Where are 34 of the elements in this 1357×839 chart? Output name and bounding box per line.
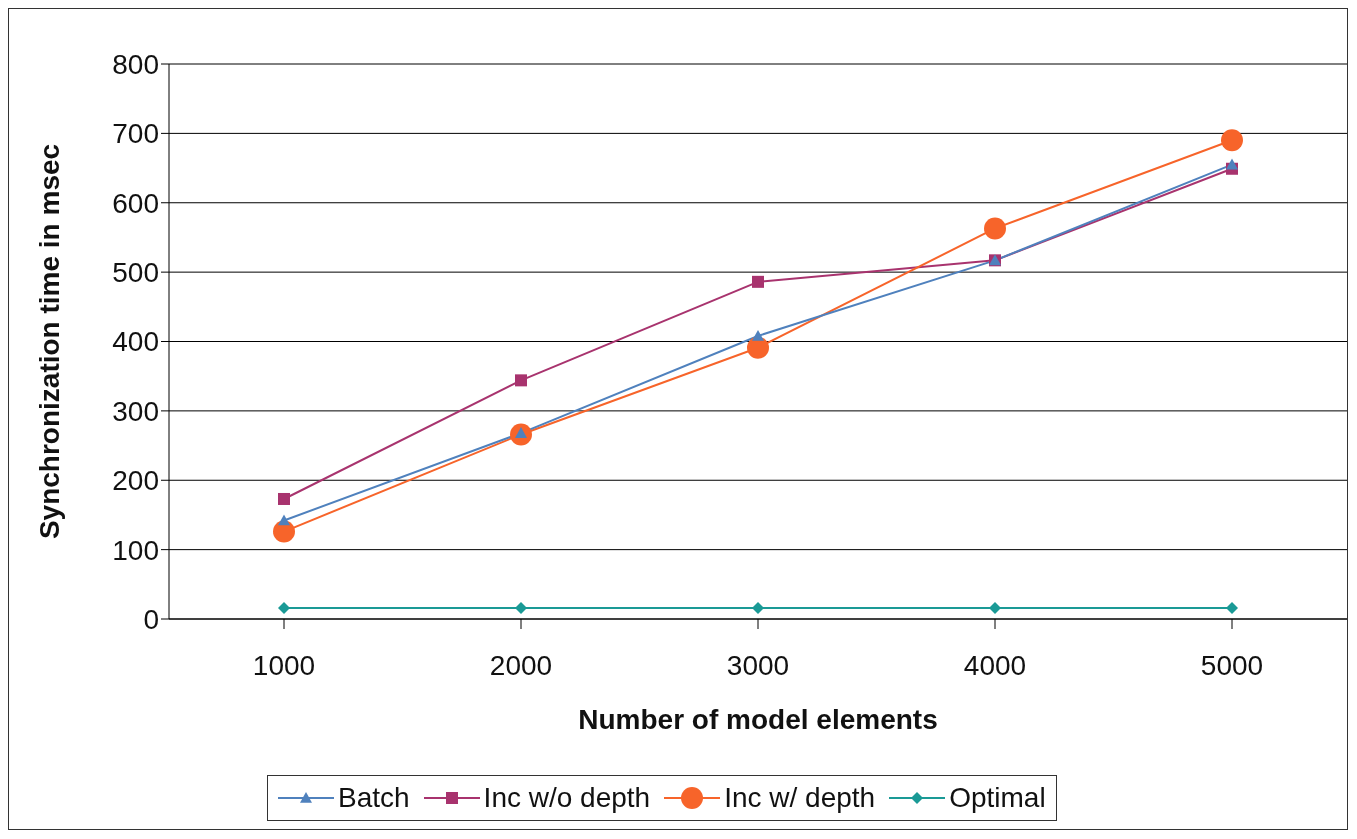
point: [984, 217, 1006, 240]
x-tick-label: 5000: [1200, 649, 1264, 681]
point: [515, 601, 527, 614]
x-tick-label: 3000: [726, 649, 790, 681]
legend-label: Optimal: [948, 782, 1046, 814]
legend-label: Inc w/o depth: [482, 782, 651, 814]
point: [515, 374, 527, 387]
point: [752, 275, 764, 288]
y-tick-label: 700: [112, 118, 159, 150]
legend-label: Batch: [337, 782, 410, 814]
y-tick-label: 200: [112, 465, 159, 497]
y-tick-label: 300: [112, 395, 159, 427]
point: [278, 492, 290, 505]
point: [752, 329, 764, 341]
point: [278, 601, 290, 614]
point: [747, 336, 769, 359]
y-axis-title: Synchronization time in msec: [33, 143, 65, 540]
y-tick-label: 500: [112, 257, 159, 289]
x-axis-title: Number of model elements: [578, 704, 938, 735]
point: [1221, 129, 1243, 152]
y-tick-label: 0: [143, 603, 159, 635]
point: [752, 601, 764, 614]
y-tick-label: 800: [112, 48, 159, 80]
point: [989, 601, 1001, 614]
point: [1226, 158, 1238, 170]
x-tick-label: 4000: [963, 649, 1027, 681]
y-tick-label: 100: [112, 534, 159, 566]
y-tick-label: 600: [112, 187, 159, 219]
legend-label: Inc w/ depth: [723, 782, 876, 814]
x-tick-label: 2000: [489, 649, 553, 681]
point: [278, 514, 290, 526]
x-tick-label: 1000: [252, 649, 316, 681]
y-tick-label: 400: [112, 326, 159, 358]
point: [1226, 601, 1238, 614]
